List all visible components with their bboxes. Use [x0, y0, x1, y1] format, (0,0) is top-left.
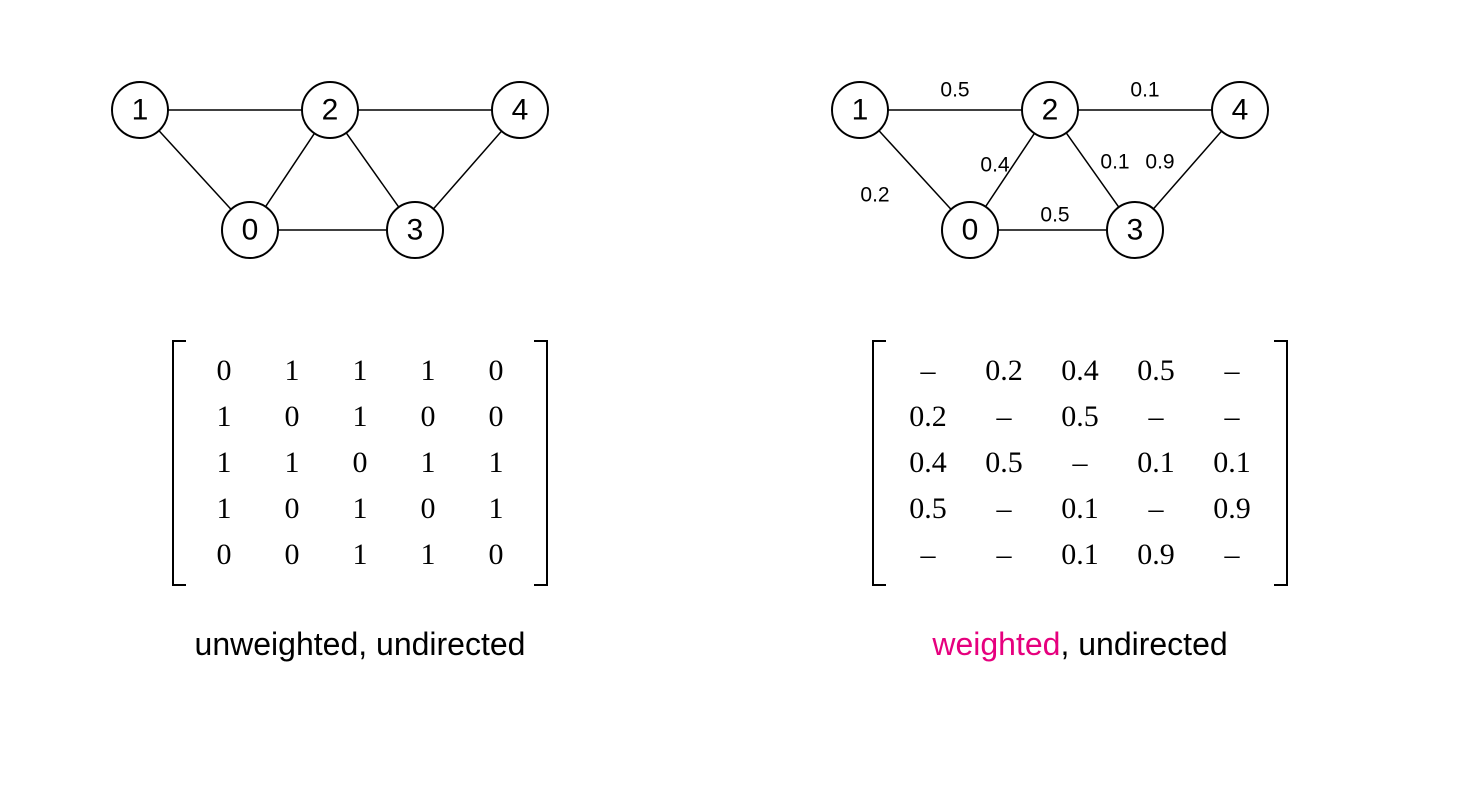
matrix-cell: 0.9 — [1118, 532, 1194, 578]
matrix-row: 10100 — [190, 394, 530, 440]
right-caption-rest: , undirected — [1060, 626, 1227, 662]
matrix-cell: 1 — [190, 440, 258, 486]
matrix-cell: 1 — [258, 348, 326, 394]
matrix-cell: – — [1118, 486, 1194, 532]
graph-node-label: 1 — [132, 94, 149, 127]
matrix-cell: 1 — [394, 348, 462, 394]
matrix-cell: 0 — [462, 348, 530, 394]
matrix-cell: 0.5 — [890, 486, 966, 532]
edge-weight-label: 0.9 — [1145, 151, 1174, 174]
matrix-cell: 0.5 — [1042, 394, 1118, 440]
edge-weight-label: 0.4 — [980, 154, 1010, 177]
matrix-cell: 1 — [394, 440, 462, 486]
graph-node-label: 3 — [1127, 214, 1144, 247]
graph-node-label: 4 — [512, 94, 529, 127]
matrix-cell: – — [1042, 440, 1118, 486]
edge-weight-label: 0.2 — [860, 184, 889, 207]
right-caption: weighted, undirected — [780, 626, 1380, 663]
matrix-cell: 0 — [394, 486, 462, 532]
left-panel: 01234 0111010100110111010100110 unweight… — [60, 40, 660, 663]
matrix-row: 11011 — [190, 440, 530, 486]
matrix-row: ––0.10.9– — [890, 532, 1270, 578]
matrix-cell: 0 — [326, 440, 394, 486]
matrix-row: 0.2–0.5–– — [890, 394, 1270, 440]
left-matrix-wrap: 0111010100110111010100110 — [60, 340, 660, 586]
matrix-cell: 1 — [326, 394, 394, 440]
matrix-cell: 0.4 — [890, 440, 966, 486]
graph-edge — [266, 133, 315, 206]
edge-weight-label: 0.5 — [1040, 204, 1069, 227]
matrix-cell: 0 — [258, 532, 326, 578]
matrix-row: –0.20.40.5– — [890, 348, 1270, 394]
matrix-cell: 1 — [258, 440, 326, 486]
matrix-cell: 0.2 — [966, 348, 1042, 394]
left-caption: unweighted, undirected — [60, 626, 660, 663]
matrix-cell: – — [1118, 394, 1194, 440]
matrix-cell: 0.4 — [1042, 348, 1118, 394]
edge-weight-label: 0.1 — [1100, 151, 1129, 174]
matrix-cell: 0.1 — [1118, 440, 1194, 486]
right-caption-highlight: weighted — [932, 626, 1060, 662]
edge-weight-label: 0.1 — [1130, 79, 1159, 102]
matrix-cell: 0.1 — [1042, 532, 1118, 578]
right-graph: 0.2 0.4 0.5 0.5 0.1 0.1 0.9 0 1 2 3 4 — [780, 40, 1320, 280]
matrix-cell: 1 — [326, 532, 394, 578]
matrix-cell: – — [890, 532, 966, 578]
matrix-cell: 0 — [258, 486, 326, 532]
graph-node-label: 1 — [852, 94, 869, 127]
graph-node-label: 0 — [242, 214, 259, 247]
matrix-cell: 1 — [462, 440, 530, 486]
matrix-cell: 0 — [190, 532, 258, 578]
matrix-cell: 0.2 — [890, 394, 966, 440]
matrix-cell: 0 — [190, 348, 258, 394]
matrix-cell: – — [1194, 348, 1270, 394]
matrix-cell: 1 — [190, 394, 258, 440]
matrix-cell: 0 — [394, 394, 462, 440]
graph-edge — [433, 131, 501, 209]
right-matrix: –0.20.40.5–0.2–0.5––0.40.5–0.10.10.5–0.1… — [872, 340, 1288, 586]
matrix-row: 10101 — [190, 486, 530, 532]
matrix-cell: 0.1 — [1042, 486, 1118, 532]
matrix-cell: 0.5 — [966, 440, 1042, 486]
matrix-cell: 0 — [462, 394, 530, 440]
matrix-cell: – — [1194, 532, 1270, 578]
matrix-cell: – — [966, 394, 1042, 440]
graph-node-label: 2 — [322, 94, 339, 127]
graph-edge — [346, 133, 399, 207]
matrix-cell: 0.5 — [1118, 348, 1194, 394]
graph-edge — [159, 131, 231, 210]
matrix-row: 00110 — [190, 532, 530, 578]
graph-node-label: 4 — [1232, 94, 1249, 127]
graph-node-label: 0 — [962, 214, 979, 247]
graph-node-label: 3 — [407, 214, 424, 247]
matrix-cell: – — [1194, 394, 1270, 440]
graph-node-label: 2 — [1042, 94, 1059, 127]
edge-weight-label: 0.5 — [940, 79, 969, 102]
left-caption-text: unweighted, undirected — [195, 626, 526, 662]
matrix-cell: – — [966, 486, 1042, 532]
matrix-cell: 1 — [326, 486, 394, 532]
matrix-cell: 0.9 — [1194, 486, 1270, 532]
matrix-cell: 1 — [326, 348, 394, 394]
left-graph: 0 1 2 3 4 — [60, 40, 600, 280]
matrix-cell: 0.1 — [1194, 440, 1270, 486]
matrix-cell: 1 — [462, 486, 530, 532]
matrix-cell: – — [966, 532, 1042, 578]
matrix-row: 0.40.5–0.10.1 — [890, 440, 1270, 486]
matrix-row: 0.5–0.1–0.9 — [890, 486, 1270, 532]
left-matrix: 0111010100110111010100110 — [172, 340, 548, 586]
right-matrix-wrap: –0.20.40.5–0.2–0.5––0.40.5–0.10.10.5–0.1… — [780, 340, 1380, 586]
matrix-cell: 1 — [394, 532, 462, 578]
matrix-cell: 1 — [190, 486, 258, 532]
matrix-row: 01110 — [190, 348, 530, 394]
right-panel: 0.20.40.50.50.10.10.901234 –0.20.40.5–0.… — [780, 40, 1380, 663]
matrix-cell: 0 — [462, 532, 530, 578]
graph-edge — [879, 131, 951, 210]
matrix-cell: – — [890, 348, 966, 394]
matrix-cell: 0 — [258, 394, 326, 440]
